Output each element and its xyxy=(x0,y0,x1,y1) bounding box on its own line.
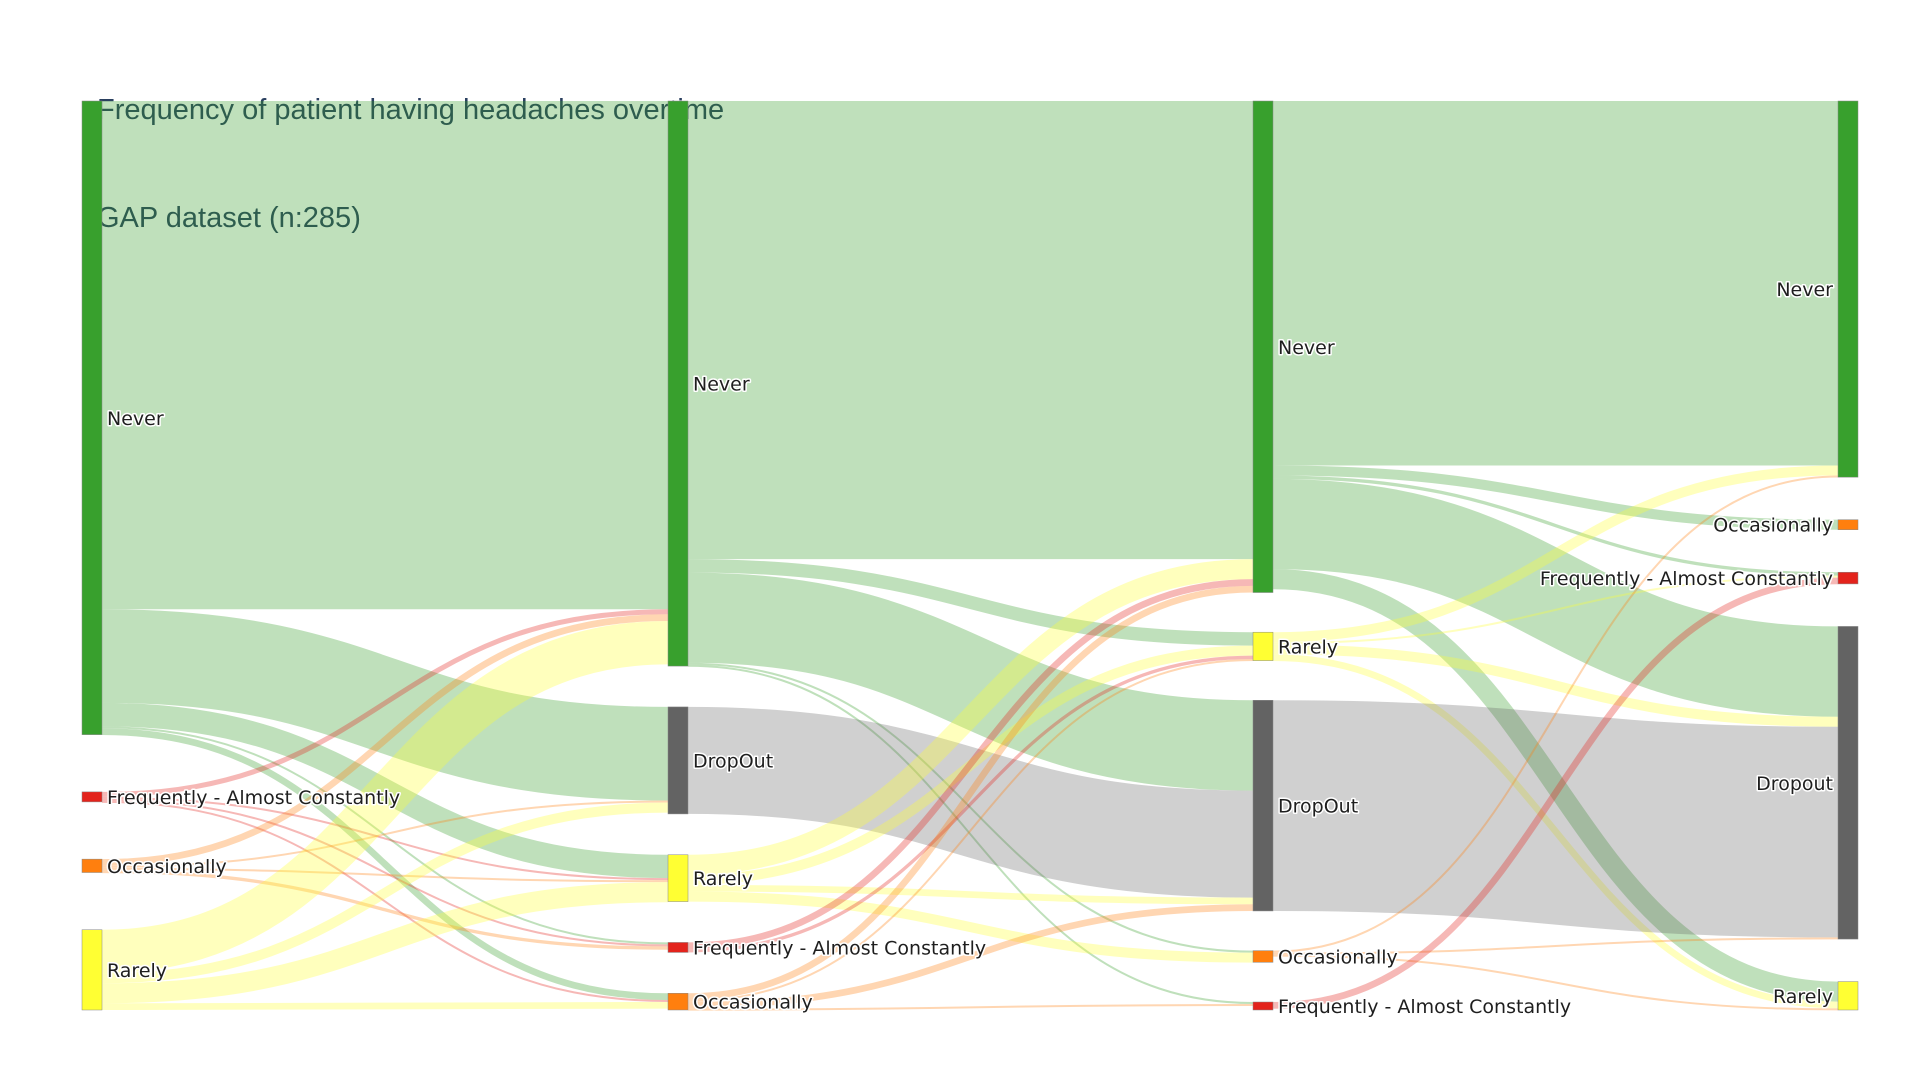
link-frequently-almost-constantly-to-frequently-almost-constantly[interactable] xyxy=(101,798,669,947)
node-stage1-frequently-almost-constantly[interactable] xyxy=(81,791,103,803)
link-never-to-dropout[interactable] xyxy=(1272,478,1839,717)
link-occasionally-to-frequently-almost-constantly[interactable] xyxy=(687,1004,1254,1011)
node-stage3-occasionally[interactable] xyxy=(1252,950,1274,963)
node-label-stage2-never: Never xyxy=(693,374,750,396)
node-label-stage4-dropout: Dropout xyxy=(1756,773,1833,795)
node-label-stage3-dropout: DropOut xyxy=(1278,796,1358,818)
node-label-stage4-occasionally: Occasionally xyxy=(1713,515,1833,537)
link-never-to-frequently-almost-constantly[interactable] xyxy=(1272,475,1839,576)
link-frequently-almost-constantly-to-rarely[interactable] xyxy=(101,796,669,881)
link-rarely-to-occasionally[interactable] xyxy=(687,891,1254,963)
node-stage1-occasionally[interactable] xyxy=(81,858,103,873)
link-never-to-dropout[interactable] xyxy=(687,572,1254,791)
node-label-stage2-dropout: DropOut xyxy=(693,750,773,772)
link-occasionally-to-rarely[interactable] xyxy=(1272,954,1839,1011)
link-never-to-dropout[interactable] xyxy=(101,609,669,801)
node-stage3-never[interactable] xyxy=(1252,100,1274,593)
node-label-stage4-rarely: Rarely xyxy=(1773,986,1833,1008)
node-label-stage2-rarely: Rarely xyxy=(693,868,753,890)
link-rarely-to-rarely[interactable] xyxy=(687,645,1254,885)
labels-layer: Never Frequently - Almost Constantly Occas… xyxy=(106,278,1835,1020)
link-never-to-occasionally[interactable] xyxy=(1272,465,1839,530)
chart-title: Frequency of patient having headaches ov… xyxy=(97,20,724,272)
node-label-stage1-frequently-almost-constantly: Frequently - Almost Constantly xyxy=(107,787,400,809)
node-stage4-frequently-almost-constantly[interactable] xyxy=(1837,571,1859,585)
node-label-stage2-frequently-almost-constantly: Frequently - Almost Constantly xyxy=(693,937,986,959)
link-never-to-rarely[interactable] xyxy=(1272,569,1839,1002)
node-label-stage3-occasionally: Occasionally xyxy=(1278,946,1398,968)
node-label-stage1-occasionally: Occasionally xyxy=(107,856,227,878)
node-label-stage1-rarely: Rarely xyxy=(107,960,167,982)
node-stage2-occasionally[interactable] xyxy=(667,993,689,1011)
link-frequently-almost-constantly-to-frequently-almost-constantly[interactable] xyxy=(1272,577,1839,1009)
link-occasionally-to-rarely[interactable] xyxy=(687,658,1254,1002)
node-stage3-frequently-almost-constantly[interactable] xyxy=(1252,1001,1274,1011)
link-dropout-to-dropout[interactable] xyxy=(687,706,1254,898)
node-stage1-never[interactable] xyxy=(81,100,103,735)
node-label-stage3-frequently-almost-constantly: Frequently - Almost Constantly xyxy=(1278,996,1571,1018)
link-frequently-almost-constantly-to-rarely[interactable] xyxy=(687,655,1254,953)
node-stage3-dropout[interactable] xyxy=(1252,700,1274,912)
link-occasionally-to-frequently-almost-constantly[interactable] xyxy=(101,869,669,950)
node-label-stage1-never: Never xyxy=(107,408,164,430)
link-dropout-to-dropout[interactable] xyxy=(1272,700,1839,938)
link-rarely-to-rarely[interactable] xyxy=(101,882,669,1004)
link-rarely-to-never[interactable] xyxy=(687,559,1254,875)
link-never-to-rarely[interactable] xyxy=(687,559,1254,646)
link-frequently-almost-constantly-to-occasionally[interactable] xyxy=(101,800,669,1002)
node-label-stage2-occasionally: Occasionally xyxy=(693,992,813,1014)
node-stage4-dropout[interactable] xyxy=(1837,626,1859,940)
link-occasionally-to-rarely[interactable] xyxy=(101,867,669,883)
link-frequently-almost-constantly-to-never[interactable] xyxy=(687,579,1254,950)
node-label-stage4-never: Never xyxy=(1776,279,1833,301)
node-stage2-dropout[interactable] xyxy=(667,706,689,815)
link-never-to-frequently-almost-constantly[interactable] xyxy=(687,664,1254,1004)
node-stage3-rarely[interactable] xyxy=(1252,631,1274,661)
link-rarely-to-never[interactable] xyxy=(1272,465,1839,643)
link-occasionally-to-never[interactable] xyxy=(1272,475,1839,953)
link-frequently-almost-constantly-to-never[interactable] xyxy=(101,609,669,797)
node-stage4-never[interactable] xyxy=(1837,100,1859,478)
link-rarely-to-dropout[interactable] xyxy=(687,884,1254,905)
link-rarely-to-frequently-almost-constantly[interactable] xyxy=(1272,575,1839,645)
link-never-to-frequently-almost-constantly[interactable] xyxy=(101,726,669,945)
nodes-layer xyxy=(81,100,1859,1011)
node-label-stage4-frequently-almost-constantly: Frequently - Almost Constantly xyxy=(1540,568,1833,590)
link-rarely-to-dropout[interactable] xyxy=(101,802,669,984)
node-stage2-frequently-almost-constantly[interactable] xyxy=(667,942,689,953)
link-rarely-to-never[interactable] xyxy=(101,620,669,974)
link-never-to-occasionally[interactable] xyxy=(101,728,669,1000)
link-rarely-to-rarely[interactable] xyxy=(1272,654,1839,1009)
link-occasionally-to-never[interactable] xyxy=(101,614,669,866)
link-occasionally-to-dropout[interactable] xyxy=(1272,937,1839,955)
link-never-to-rarely[interactable] xyxy=(101,702,669,879)
node-label-stage3-never: Never xyxy=(1278,337,1335,359)
link-occasionally-to-never[interactable] xyxy=(687,585,1254,1000)
links-layer xyxy=(101,100,1839,1011)
node-stage1-rarely[interactable] xyxy=(81,929,103,1011)
node-stage4-rarely[interactable] xyxy=(1837,981,1859,1011)
link-occasionally-to-dropout[interactable] xyxy=(687,904,1254,1009)
subtitle-line: GAP dataset (n:285) xyxy=(97,202,361,234)
link-rarely-to-occasionally[interactable] xyxy=(101,1001,669,1011)
node-stage4-occasionally[interactable] xyxy=(1837,519,1859,530)
link-never-to-occasionally[interactable] xyxy=(687,662,1254,953)
link-occasionally-to-dropout[interactable] xyxy=(101,800,669,868)
link-rarely-to-dropout[interactable] xyxy=(1272,644,1839,727)
node-stage2-rarely[interactable] xyxy=(667,854,689,902)
node-stage2-never[interactable] xyxy=(667,100,689,667)
node-label-stage3-rarely: Rarely xyxy=(1278,636,1338,658)
